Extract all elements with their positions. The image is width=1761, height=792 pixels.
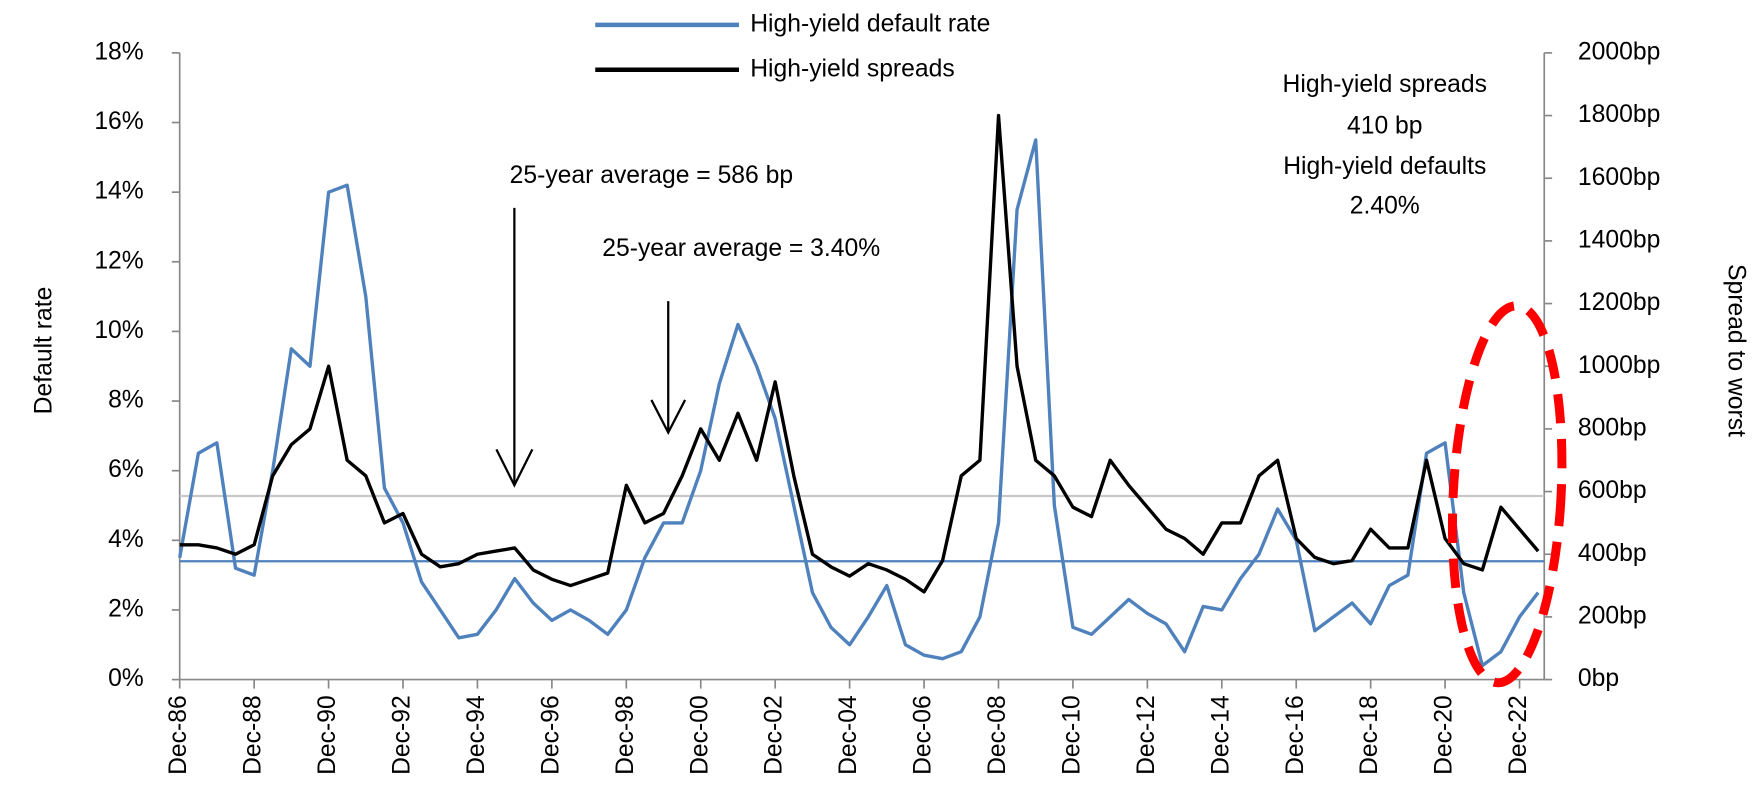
x-tick-label: Dec-22 (1505, 695, 1532, 775)
y2-tick-label: 1000bp (1578, 352, 1660, 379)
x-tick-label: Dec-04 (835, 695, 862, 775)
y2-tick-label: 1200bp (1578, 289, 1660, 316)
y-tick-label: 14% (94, 178, 143, 205)
y-tick-label: 4% (108, 526, 144, 553)
y-tick-label: 2% (108, 595, 144, 622)
y2-axis-title: Spread to worst (1723, 264, 1750, 437)
y2-tick-label: 800bp (1578, 414, 1647, 441)
y2-tick-label: 400bp (1578, 540, 1647, 567)
x-tick-label: Dec-92 (389, 695, 416, 775)
x-tick-label: Dec-94 (463, 695, 490, 775)
x-tick-label: Dec-12 (1133, 695, 1160, 775)
y-tick-label: 10% (94, 317, 143, 344)
y2-tick-label: 1800bp (1578, 101, 1660, 128)
y2-tick-label: 600bp (1578, 477, 1647, 504)
series-line (179, 113, 1540, 594)
y-tick-label: 6% (108, 456, 144, 483)
x-tick-label: Dec-20 (1431, 695, 1458, 775)
highlight-ellipse (1447, 301, 1567, 688)
x-tick-label: Dec-86 (165, 695, 192, 775)
y2-tick-label: 1400bp (1578, 226, 1660, 253)
y-axis-title: Default rate (30, 287, 57, 415)
annotation-arrows (495, 207, 687, 488)
x-tick-label: Dec-02 (761, 695, 788, 775)
annotation: 25-year average = 3.40% (602, 235, 880, 262)
y2-tick-label: 1600bp (1578, 164, 1660, 191)
arrow-head (650, 399, 687, 435)
y-tick-label: 16% (94, 108, 143, 135)
x-tick-label: Dec-18 (1356, 695, 1383, 775)
x-tick-label: Dec-00 (686, 695, 713, 775)
y2-tick-label: 200bp (1578, 602, 1647, 629)
info-text: 410 bp (1347, 113, 1423, 140)
x-tick-label: Dec-06 (910, 695, 937, 775)
x-tick-label: Dec-14 (1207, 695, 1234, 775)
y-tick-label: 18% (94, 38, 143, 65)
x-tick-label: Dec-10 (1058, 695, 1085, 775)
y2-tick-label: 0bp (1578, 665, 1619, 692)
x-tick-label: Dec-90 (314, 695, 341, 775)
y2-tick-label: 2000bp (1578, 38, 1660, 65)
info-text: 2.40% (1350, 192, 1420, 219)
y-tick-label: 0% (108, 665, 144, 692)
x-tick-label: Dec-88 (240, 695, 267, 775)
x-tick-label: Dec-16 (1282, 695, 1309, 775)
y-tick-label: 12% (94, 247, 143, 274)
legend-label: High-yield default rate (750, 10, 990, 37)
info-text: High-yield spreads (1283, 71, 1487, 98)
arrow-head (495, 448, 534, 488)
y-tick-label: 8% (108, 387, 144, 414)
x-tick-label: Dec-98 (612, 695, 639, 775)
info-text: High-yield defaults (1283, 153, 1486, 180)
series-line (178, 138, 1540, 668)
annotation: 25-year average = 586 bp (510, 162, 793, 189)
x-tick-label: Dec-08 (984, 695, 1011, 775)
legend-label: High-yield spreads (750, 55, 954, 82)
x-tick-label: Dec-96 (537, 695, 564, 775)
